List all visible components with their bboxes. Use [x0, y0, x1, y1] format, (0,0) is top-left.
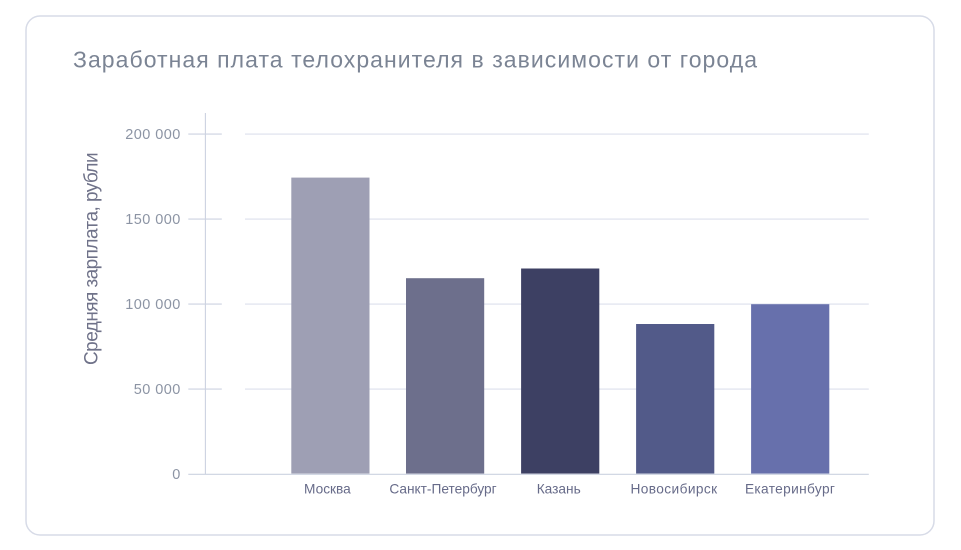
svg-text:Москва: Москва [304, 481, 351, 496]
svg-text:50 000: 50 000 [134, 382, 181, 398]
svg-text:Заработная плата телохранителя: Заработная плата телохранителя в зависим… [73, 47, 758, 73]
svg-text:100 000: 100 000 [125, 297, 181, 313]
svg-text:0: 0 [172, 467, 181, 483]
svg-text:Екатеринбург: Екатеринбург [745, 481, 835, 496]
svg-text:Средняя зарплата, рубли: Средняя зарплата, рубли [82, 153, 103, 365]
svg-text:Казань: Казань [537, 481, 581, 496]
svg-text:150 000: 150 000 [125, 212, 181, 228]
svg-text:Новосибирск: Новосибирск [630, 481, 718, 496]
svg-text:200 000: 200 000 [125, 127, 181, 143]
svg-text:Санкт-Петербург: Санкт-Петербург [389, 481, 496, 496]
